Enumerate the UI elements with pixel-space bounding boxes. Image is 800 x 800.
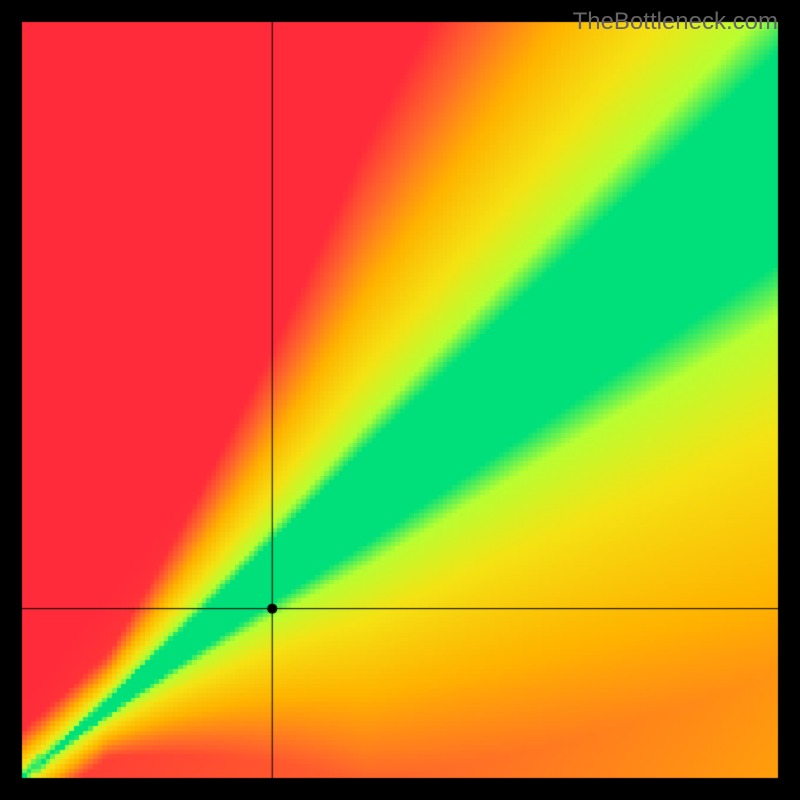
attribution-label: TheBottleneck.com [573,8,778,36]
chart-container: TheBottleneck.com [0,0,800,800]
bottleneck-heatmap [0,0,800,800]
